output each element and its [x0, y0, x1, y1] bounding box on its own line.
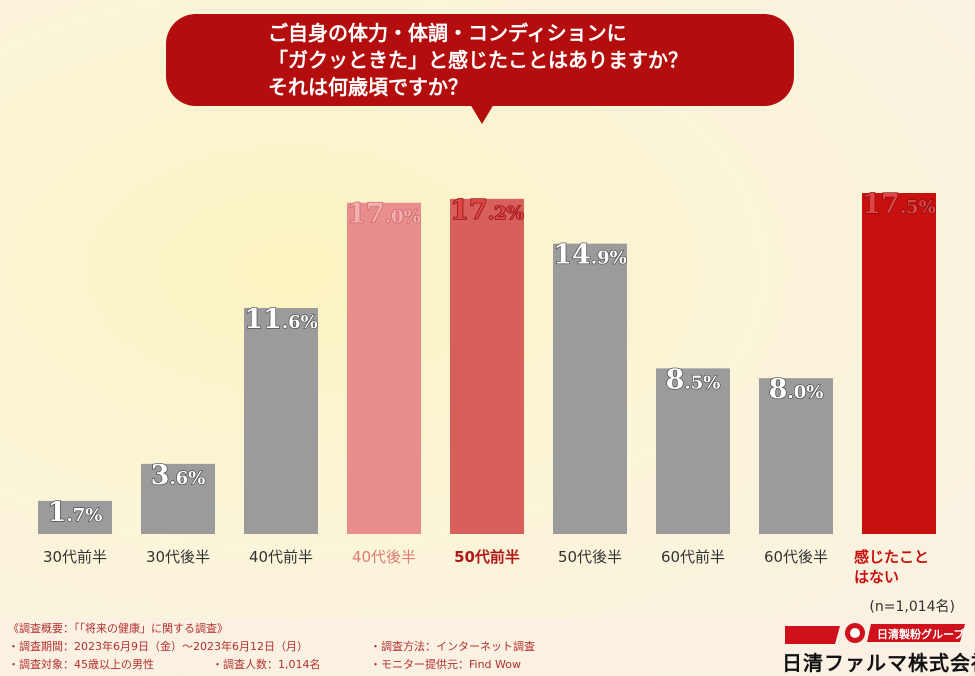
- bar: [759, 378, 833, 534]
- title-line: それは何歳頃ですか？: [268, 75, 468, 99]
- value-label: 1.7%: [48, 497, 103, 528]
- logo-group-text: 日清製粉グループ: [877, 627, 965, 641]
- bar: [450, 198, 524, 535]
- category-label: 60代前半: [661, 548, 725, 566]
- bar: [38, 500, 112, 534]
- bar: [347, 202, 421, 534]
- bar-chart: 1.7% 30代前半 3.6% 30代後半 11.6% 40代前半 17.0% 40代後半 17…: [38, 188, 936, 586]
- footer-line: ・調査期間：2023年6月9日（金）～2023年6月12日（月）: [8, 640, 308, 653]
- footer-line: ・モニター提供元：Find Wow: [370, 658, 521, 671]
- bar: [244, 307, 318, 534]
- sample-size-note: (n=1,014名): [869, 599, 955, 615]
- question-bubble: [166, 14, 794, 106]
- bar: [862, 193, 936, 534]
- chart-title: ご自身の体力・体調・コンディションに 「ガクッときた」と感じたことはありますか？…: [268, 20, 688, 101]
- category-label: はない: [854, 568, 899, 586]
- category-label: 30代後半: [146, 548, 210, 566]
- nisshin-group-logo: 日清製粉グループ: [785, 623, 965, 644]
- footer-line: 《調査概要：「「将来の健康」に関する調査》: [8, 622, 228, 635]
- title-line: ご自身の体力・体調・コンディションに: [268, 21, 627, 45]
- category-label: 60代後半: [764, 548, 828, 566]
- category-label: 感じたこと: [854, 548, 929, 566]
- value-label: 17.0%: [347, 199, 420, 230]
- footer-line: ・調査人数：1,014名: [212, 658, 321, 671]
- footer-line: ・調査対象：45歳以上の男性: [8, 658, 154, 671]
- category-label: 30代前半: [43, 548, 107, 566]
- value-label: 8.5%: [666, 364, 721, 395]
- bar: [656, 368, 730, 534]
- category-label: 50代前半: [454, 548, 520, 566]
- footer-line: ・調査方法：インターネット調査: [370, 640, 535, 653]
- bar: [141, 463, 215, 534]
- value-label: 11.6%: [244, 304, 317, 335]
- title-line: 「ガクッときた」と感じたことはありますか？: [268, 48, 688, 72]
- category-label: 40代前半: [249, 548, 313, 566]
- company-name: 日清ファルマ株式会社: [782, 651, 975, 675]
- value-label: 17.2%: [450, 195, 523, 226]
- category-label: 50代後半: [558, 548, 622, 566]
- value-label: 14.9%: [553, 240, 626, 271]
- bubble-tail: [470, 104, 494, 124]
- bar: [553, 243, 627, 535]
- value-label: 3.6%: [151, 460, 206, 491]
- value-label: 8.0%: [769, 374, 824, 405]
- category-label: 40代後半: [352, 548, 416, 566]
- value-label: 17.5%: [862, 189, 935, 220]
